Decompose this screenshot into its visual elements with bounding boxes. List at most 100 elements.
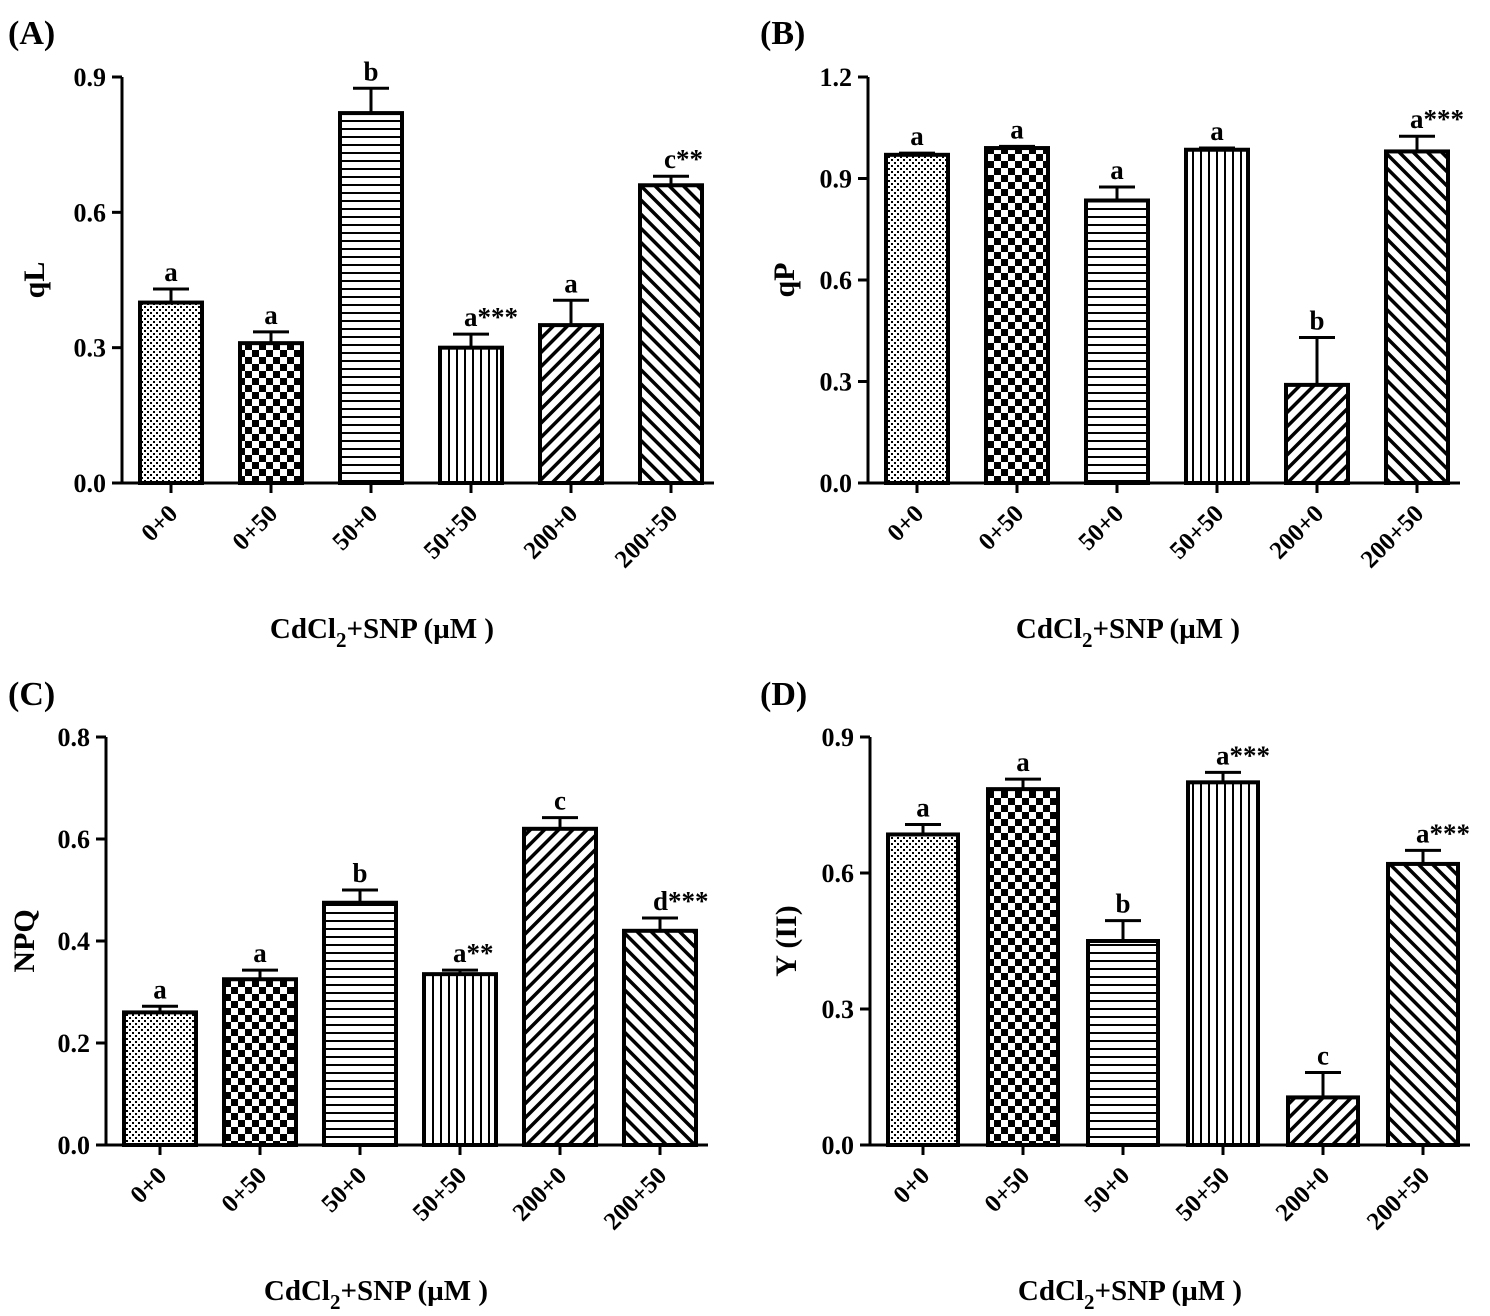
panel-b-category-label: 50+50	[1165, 500, 1230, 565]
panel-b-bar	[884, 152, 950, 485]
panel-d-sig-label: b	[1115, 889, 1130, 919]
panel-a-bar	[538, 323, 604, 485]
panel-a-bar	[238, 341, 304, 485]
panel-b-x-axis-label: CdCl2+SNP (µM )	[1016, 613, 1240, 652]
panel-a-category-label: 0+0	[136, 500, 183, 547]
panel-c-category-label: 200+0	[508, 1162, 573, 1227]
panel-d-category-label: 50+0	[1080, 1162, 1136, 1218]
panel-d-category-label: 0+0	[888, 1162, 935, 1209]
panel-d-label: (D)	[760, 676, 807, 713]
panel-d-sig-label: a***	[1216, 740, 1270, 770]
panel-d-sig-label: a***	[1416, 818, 1470, 848]
panel-a: (A) 0.0 0.3 0.6 0.9 qL a 0+0 a 0+50 b 50+0 a*** 50+50…	[8, 15, 714, 652]
panel-b-ytick-label: 0.0	[820, 469, 853, 498]
panel-c-category-label: 50+0	[317, 1162, 373, 1218]
panel-a-sig-label: a	[264, 300, 278, 330]
panel-c: (C) 0.0 0.2 0.4 0.6 0.8 NPQ a 0+0 a 0+50 b 50+0 a** 50…	[8, 676, 709, 1314]
panel-c-sig-label: d***	[653, 886, 709, 916]
panel-b-bar	[1084, 198, 1150, 485]
panel-b-bar	[1184, 147, 1250, 485]
panel-b-ytick-label: 0.9	[820, 165, 853, 194]
panel-b-ytick-label: 0.3	[820, 368, 853, 397]
panel-d-ytick-label: 0.3	[822, 995, 855, 1024]
panel-c-category-label: 200+50	[599, 1162, 672, 1235]
panel-a-sig-label: c**	[664, 144, 703, 174]
panel-a-sig-label: a	[564, 268, 578, 298]
panel-b-ytick-label: 0.6	[820, 266, 853, 295]
panel-c-ytick-label: 0.2	[58, 1029, 91, 1058]
panel-c-ytick-label: 0.0	[58, 1131, 91, 1160]
panel-a-ytick-label: 0.3	[74, 334, 107, 363]
panel-d-category-label: 200+50	[1362, 1162, 1435, 1235]
panel-c-bar	[122, 1010, 198, 1148]
panel-b-bar	[1284, 382, 1350, 485]
panel-c-category-label: 0+50	[217, 1162, 273, 1218]
panel-a-label: (A)	[8, 15, 55, 52]
panel-b-y-axis-label: qP	[768, 262, 801, 297]
panel-d-bar	[1186, 780, 1260, 1147]
panel-a-category-label: 0+50	[228, 500, 284, 556]
panel-d-x-axis-label-prefix: CdCl	[1018, 1275, 1084, 1307]
panel-a-bar	[338, 111, 404, 485]
panel-a-x-axis-label: CdCl2+SNP (µM )	[270, 613, 494, 652]
panel-a-x-axis-label-suffix: +SNP (µM )	[346, 613, 494, 645]
panel-b-bar	[984, 146, 1050, 486]
panel-b: (B) 0.0 0.3 0.6 0.9 1.2 qP a 0+0 a 0+50 a 50+0 a 50+50…	[760, 15, 1464, 652]
panel-d-category-label: 50+50	[1171, 1162, 1236, 1227]
panel-d-ytick-label: 0.9	[822, 723, 855, 752]
panel-d-bar	[886, 832, 960, 1147]
panel-b-ytick-label: 1.2	[820, 63, 853, 92]
panel-a-y-axis-label: qL	[18, 262, 51, 299]
panel-c-bar	[622, 928, 698, 1147]
panel-c-label: (C)	[8, 676, 55, 713]
panel-c-bar	[522, 826, 598, 1147]
panel-d-ytick-label: 0.0	[822, 1131, 855, 1160]
panel-a-category-label: 200+0	[519, 500, 584, 565]
panel-d-sig-label: c	[1317, 1040, 1329, 1070]
panel-d-sig-label: a	[1016, 747, 1030, 777]
panel-c-bar	[322, 900, 398, 1147]
panel-a-category-label: 200+50	[610, 500, 683, 573]
panel-b-x-axis-label-prefix: CdCl	[1016, 613, 1082, 645]
panel-b-label: (B)	[760, 15, 805, 52]
panel-c-sig-label: a**	[453, 938, 494, 968]
panel-c-ytick-label: 0.6	[58, 825, 91, 854]
panel-a-sig-label: a***	[464, 302, 518, 332]
panel-d-bar	[1086, 939, 1160, 1147]
panel-c-sig-label: b	[352, 858, 367, 888]
panel-a-ytick-label: 0.6	[74, 198, 107, 227]
panel-a-sig-label: a	[164, 257, 178, 287]
panel-c-y-axis-label: NPQ	[8, 909, 41, 972]
panel-a-ytick-label: 0.9	[74, 63, 107, 92]
panel-d-ytick-label: 0.6	[822, 859, 855, 888]
panel-c-category-label: 50+50	[408, 1162, 473, 1227]
panel-b-sig-label: a	[910, 121, 924, 151]
panel-c-sig-label: a	[253, 938, 267, 968]
panel-a-category-label: 50+50	[419, 500, 484, 565]
panel-d: (D) 0.0 0.3 0.6 0.9 Y (II) a 0+0 a 0+50 b 50+0 a*** 5…	[760, 676, 1470, 1314]
panel-c-x-axis-label-subscript: 2	[330, 1290, 341, 1314]
panel-d-x-axis-label: CdCl2+SNP (µM )	[1018, 1275, 1242, 1314]
panel-c-sig-label: a	[153, 974, 167, 1004]
panel-d-sig-label: a	[916, 792, 930, 822]
panel-b-bar	[1384, 149, 1450, 486]
panel-d-bar	[1286, 1095, 1360, 1148]
panel-b-sig-label: a	[1010, 114, 1024, 144]
panel-c-bar	[422, 972, 498, 1148]
panel-a-ytick-label: 0.0	[74, 469, 107, 498]
panel-b-category-label: 200+0	[1265, 500, 1330, 565]
panel-a-category-label: 50+0	[328, 500, 384, 556]
panel-a-bar	[638, 183, 704, 485]
panel-b-category-label: 0+0	[882, 500, 929, 547]
panel-c-bar	[222, 977, 298, 1147]
panel-d-bar	[986, 787, 1060, 1148]
panel-b-sig-label: a	[1110, 155, 1124, 185]
panel-b-category-label: 0+50	[974, 500, 1030, 556]
panel-b-category-label: 200+50	[1356, 500, 1429, 573]
panel-c-x-axis-label-suffix: +SNP (µM )	[340, 1275, 488, 1307]
panel-b-x-axis-label-subscript: 2	[1082, 628, 1093, 652]
panel-a-x-axis-label-prefix: CdCl	[270, 613, 336, 645]
panel-b-x-axis-label-suffix: +SNP (µM )	[1092, 613, 1240, 645]
panel-a-x-axis-label-subscript: 2	[336, 628, 347, 652]
